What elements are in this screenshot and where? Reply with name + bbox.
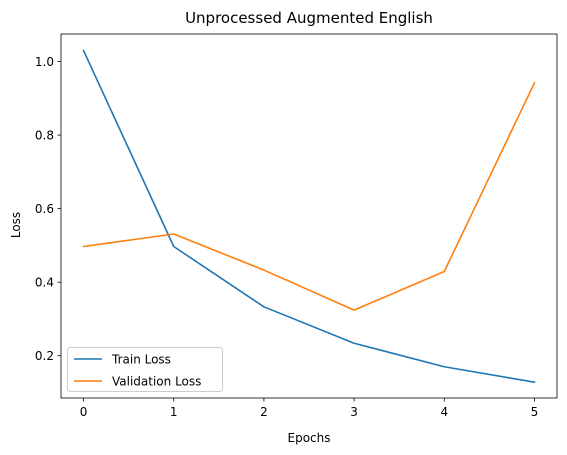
x-tick-label: 4 [440, 405, 448, 419]
y-tick-label: 0.2 [35, 349, 54, 363]
legend-box [67, 347, 223, 392]
train-loss-line [82, 49, 536, 384]
x-tick-label: 3 [350, 405, 358, 419]
y-axis-label: Loss [9, 212, 23, 238]
x-axis-label: Epochs [288, 431, 331, 445]
x-tick-label: 2 [260, 405, 268, 419]
legend-label-train-loss: Train Loss [111, 353, 171, 367]
x-tick-label: 1 [170, 405, 178, 419]
legend-label-validation-loss: Validation Loss [112, 375, 201, 389]
y-tick-label: 1.0 [35, 55, 54, 69]
y-tick-label: 0.8 [35, 129, 54, 143]
x-tick-label: 0 [80, 405, 88, 419]
x-tick-label: 5 [531, 405, 539, 419]
validation-loss-line [82, 81, 536, 311]
plot-area: 0 1 2 3 4 5 0.2 0.4 0.6 0.8 1.0 Train Loss Validatio… [35, 33, 558, 419]
y-tick-label: 0.4 [35, 276, 54, 290]
legend: Train Loss Validation Loss [67, 347, 223, 392]
plot-frame [60, 33, 558, 399]
chart-title: Unprocessed Augmented English [185, 9, 433, 27]
y-tick-label: 0.6 [35, 202, 54, 216]
